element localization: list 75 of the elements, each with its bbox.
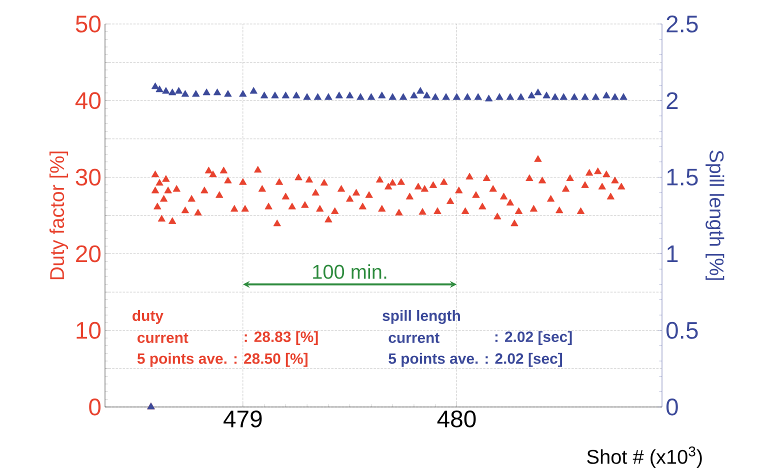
- annotation: duty: [132, 310, 164, 324]
- point: [474, 93, 482, 100]
- point: [324, 93, 332, 100]
- point: [335, 92, 343, 98]
- point: [388, 93, 396, 100]
- annotation: 5 points ave. : 2.02 [sec]: [388, 352, 562, 367]
- point: [239, 90, 247, 97]
- point: [151, 82, 160, 89]
- point: [592, 93, 600, 100]
- y2-axis-title: Spill length [%]: [706, 150, 724, 280]
- y-tick-label: 10: [76, 322, 101, 339]
- y-tick-label: 20: [76, 245, 101, 262]
- point: [213, 88, 222, 96]
- point: [534, 88, 542, 96]
- point: [464, 93, 472, 100]
- y-tick-label: 40: [75, 92, 101, 109]
- point: [202, 88, 210, 96]
- point: [174, 86, 183, 94]
- point: [422, 92, 431, 98]
- point: [168, 88, 176, 96]
- point: [442, 93, 450, 100]
- point: [156, 85, 164, 92]
- point: [192, 90, 200, 97]
- annotation: current: [138, 333, 188, 343]
- point: [260, 92, 268, 98]
- point: [314, 93, 322, 100]
- point: [560, 93, 568, 100]
- point: [162, 86, 170, 94]
- point: [346, 92, 354, 98]
- point: [528, 92, 536, 98]
- point: [542, 92, 550, 98]
- y2-tick-label: 1.5: [667, 168, 698, 186]
- point: [410, 92, 418, 98]
- x-tick-label: 480: [437, 410, 476, 428]
- annotation: spill length: [382, 310, 460, 324]
- y2-tick-label: 2: [666, 92, 678, 109]
- point: [506, 93, 514, 100]
- point: [292, 92, 300, 98]
- point: [611, 93, 619, 100]
- point: [224, 90, 232, 97]
- y-tick-label: 50: [76, 15, 101, 32]
- point: [378, 92, 386, 98]
- y-tick-label: 0: [89, 398, 101, 416]
- point: [602, 92, 610, 98]
- point: [399, 93, 408, 100]
- y2-tick-label: 2.5: [666, 15, 698, 32]
- point: [581, 93, 589, 100]
- point: [282, 92, 290, 98]
- point: [356, 93, 364, 100]
- annotation: current: [388, 333, 440, 343]
- point: [496, 93, 504, 100]
- point: [416, 86, 424, 94]
- y-axis-title: Duty factor [%]: [49, 152, 68, 280]
- x-tick-label: 479: [224, 410, 262, 428]
- point: [303, 93, 311, 100]
- y2-tick-label: 1: [667, 245, 678, 262]
- x-axis-title: Shot # (x10$^{3}$): [587, 446, 702, 468]
- annotation: : 28.83 [%]: [244, 330, 318, 345]
- point: [620, 93, 628, 100]
- point: [517, 93, 525, 100]
- point: [452, 93, 461, 100]
- annotation: 100 min.: [313, 264, 386, 279]
- point: [271, 92, 279, 98]
- y2-tick-label: 0: [666, 398, 678, 416]
- point: [250, 86, 258, 94]
- point: [570, 93, 578, 100]
- annotation: 5 points ave. : 28.50 [%]: [137, 352, 308, 367]
- point: [484, 94, 493, 102]
- point: [432, 93, 440, 100]
- point: [367, 93, 376, 100]
- point: [181, 90, 190, 97]
- y2-tick-label: 0.5: [666, 322, 698, 339]
- point: [551, 93, 559, 100]
- annotation: : 2.02 [sec]: [495, 330, 572, 345]
- y-tick-label: 30: [76, 168, 101, 186]
